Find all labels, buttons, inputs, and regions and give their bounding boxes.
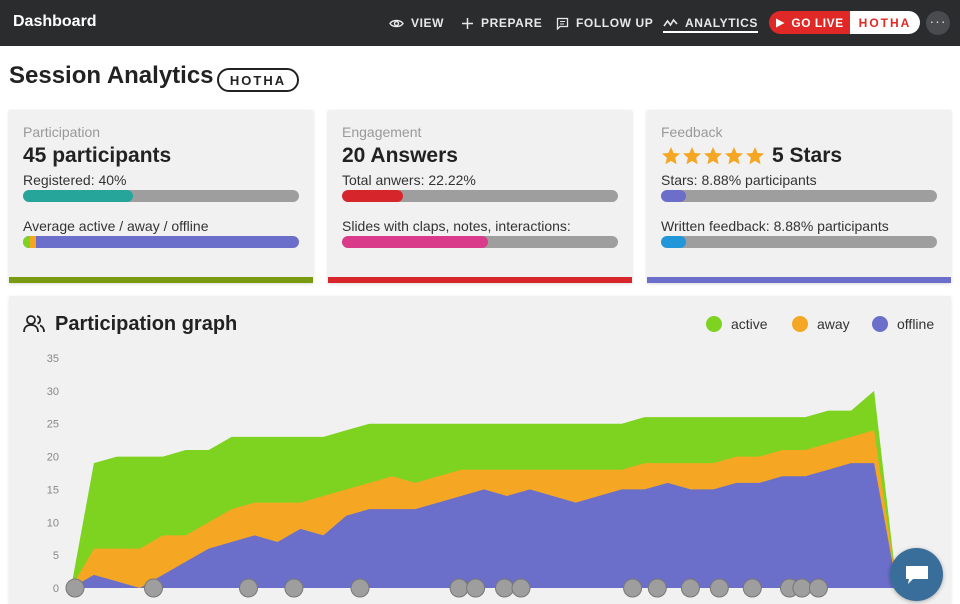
legend-away[interactable]: away [792,316,850,332]
timeline-marker[interactable] [65,578,85,598]
legend-offline-label: offline [897,316,935,332]
engagement-card: Engagement 20 Answers Total anwers: 22.2… [328,110,632,283]
nav-prepare[interactable]: PREPARE [461,0,542,46]
legend-offline[interactable]: offline [872,316,934,332]
written-feedback-label: Written feedback: 8.88% participants [661,218,889,234]
y-tick-label: 0 [53,583,59,595]
timeline-marker[interactable] [239,578,258,598]
nav-follow-up-label: FOLLOW UP [576,16,654,30]
timeline-marker[interactable] [742,578,762,598]
stars-progress-bar [661,190,937,202]
answers-fill [342,190,404,202]
answers-count: 20 Answers [342,144,458,167]
y-tick-label: 30 [47,386,59,398]
y-tick-label: 15 [47,484,59,496]
registered-fill [23,190,134,202]
go-live-label: GO LIVE [791,15,844,30]
timeline-marker[interactable] [449,578,469,598]
participants-count: 45 participants [23,144,172,167]
timeline-marker[interactable] [792,578,812,598]
legend-active[interactable]: active [706,316,768,332]
star-icon [725,147,743,165]
timeline-marker[interactable] [144,578,163,598]
feedback-card: Feedback 5 Stars Stars: 8.88% participan… [647,110,951,283]
go-live-button-group: GO LIVE HOTHA [769,11,920,34]
star-icon [662,147,680,165]
registered-progress-bar [23,190,299,202]
written-feedback-fill [661,236,686,248]
answers-progress-bar [342,190,618,202]
plus-icon [462,17,473,29]
timeline-marker[interactable] [680,578,700,598]
registered-label: Registered: 40% [23,172,127,188]
timeline-marker[interactable] [511,578,531,598]
event-code[interactable]: HOTHA [850,11,920,34]
page-title: Session Analytics [9,62,214,89]
more-options-button[interactable]: ··· [926,11,950,35]
users-icon [23,315,45,333]
stars-participants-label: Stars: 8.88% participants [661,172,817,188]
star-icon [746,147,764,165]
timeline-marker[interactable] [647,578,667,598]
top-bar: Dashboard VIEW PREPARE FOLLOW UP ANALYTI… [0,0,960,46]
participation-card: Participation 45 participants Registered… [9,110,313,283]
interactions-progress-bar [342,236,618,248]
message-icon [556,17,569,30]
analytics-icon [663,18,678,27]
nav-view-label: VIEW [411,16,445,30]
card-accent-bar [9,277,313,283]
timeline-marker[interactable] [709,578,729,598]
dashboard-link[interactable]: Dashboard [13,13,97,30]
average-status-label: Average active / away / offline [23,218,209,234]
nav-prepare-label: PREPARE [481,16,543,30]
card-accent-bar [647,277,951,283]
timeline-marker[interactable] [808,578,828,598]
card-kicker: Engagement [342,124,422,140]
nav-view[interactable]: VIEW [389,0,444,46]
graph-title: Participation graph [55,313,238,335]
nav-follow-up[interactable]: FOLLOW UP [556,0,653,46]
participation-graph-panel: Participation graph active away offline … [9,296,951,604]
eye-icon [389,19,404,27]
written-feedback-progress-bar [661,236,937,248]
star-rating: 5 Stars [661,144,842,168]
nav-analytics-label: ANALYTICS [685,16,758,30]
legend-active-swatch [706,316,722,332]
timeline-marker[interactable] [495,578,514,598]
series-area-offline [71,463,897,588]
y-tick-label: 20 [47,452,59,464]
card-kicker: Participation [23,124,101,140]
slides-interactions-label: Slides with claps, notes, interactions: [342,218,571,234]
chat-icon [905,565,928,584]
star-icon [683,147,701,165]
timeline-marker[interactable] [466,578,486,598]
legend-offline-swatch [872,316,888,332]
y-tick-label: 35 [47,353,59,365]
y-tick-label: 25 [47,419,59,431]
nav-analytics[interactable]: ANALYTICS [663,0,758,46]
y-tick-label: 10 [47,517,59,529]
stars-label: 5 Stars [772,144,843,167]
timeline-marker[interactable] [350,578,370,598]
event-code-badge: HOTHA [217,68,299,92]
y-tick-label: 5 [53,550,59,562]
stars-fill [661,190,686,202]
go-live-button[interactable]: GO LIVE [769,11,850,34]
away-fill [30,236,36,248]
interactions-fill [342,236,489,248]
total-answers-label: Total anwers: 22.22% [342,172,476,188]
timeline-marker[interactable] [623,578,643,598]
active-fill [23,236,30,248]
legend-away-label: away [817,316,850,332]
status-distribution-bar [23,236,299,248]
star-icon [704,147,722,165]
card-kicker: Feedback [661,124,723,140]
play-icon [776,18,785,27]
legend-active-label: active [731,316,768,332]
chat-button[interactable] [890,548,943,601]
timeline-marker[interactable] [284,578,304,598]
card-accent-bar [328,277,632,283]
participation-chart: 0 5 10 15 20 25 30 35 [47,353,897,598]
legend-away-swatch [792,316,808,332]
